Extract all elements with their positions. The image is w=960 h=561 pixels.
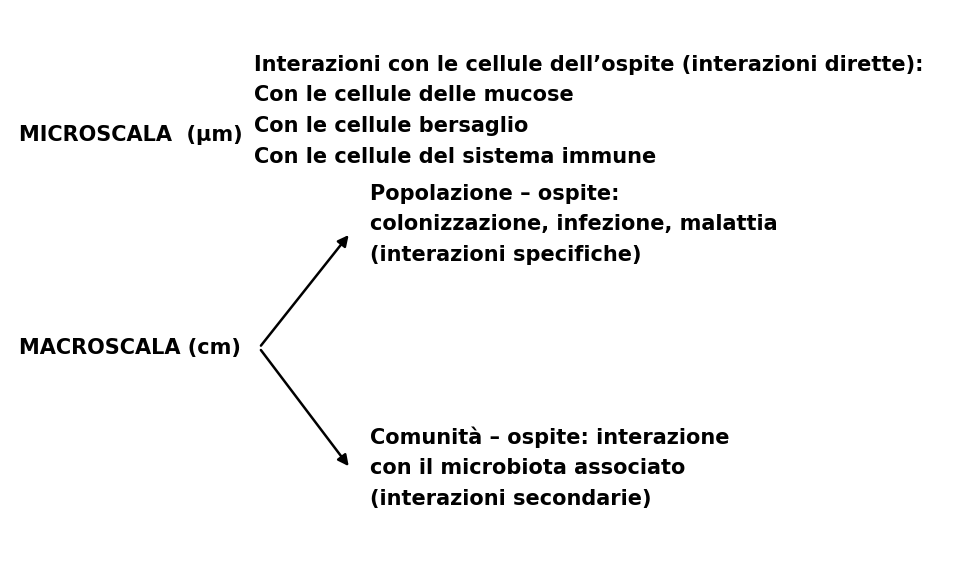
Text: Comunità – ospite: interazione: Comunità – ospite: interazione bbox=[370, 427, 729, 448]
Text: MICROSCALA  (μm): MICROSCALA (μm) bbox=[19, 125, 243, 145]
Text: Con le cellule bersaglio: Con le cellule bersaglio bbox=[254, 116, 529, 136]
Text: Interazioni con le cellule dell’ospite (interazioni dirette):: Interazioni con le cellule dell’ospite (… bbox=[254, 54, 924, 75]
Text: Con le cellule del sistema immune: Con le cellule del sistema immune bbox=[254, 147, 657, 167]
Text: (interazioni secondarie): (interazioni secondarie) bbox=[370, 489, 651, 509]
Text: MACROSCALA (cm): MACROSCALA (cm) bbox=[19, 338, 241, 358]
Text: con il microbiota associato: con il microbiota associato bbox=[370, 458, 685, 479]
Text: colonizzazione, infezione, malattia: colonizzazione, infezione, malattia bbox=[370, 214, 778, 234]
Text: Popolazione – ospite:: Popolazione – ospite: bbox=[370, 183, 619, 204]
Text: (interazioni specifiche): (interazioni specifiche) bbox=[370, 245, 641, 265]
Text: Con le cellule delle mucose: Con le cellule delle mucose bbox=[254, 85, 574, 105]
